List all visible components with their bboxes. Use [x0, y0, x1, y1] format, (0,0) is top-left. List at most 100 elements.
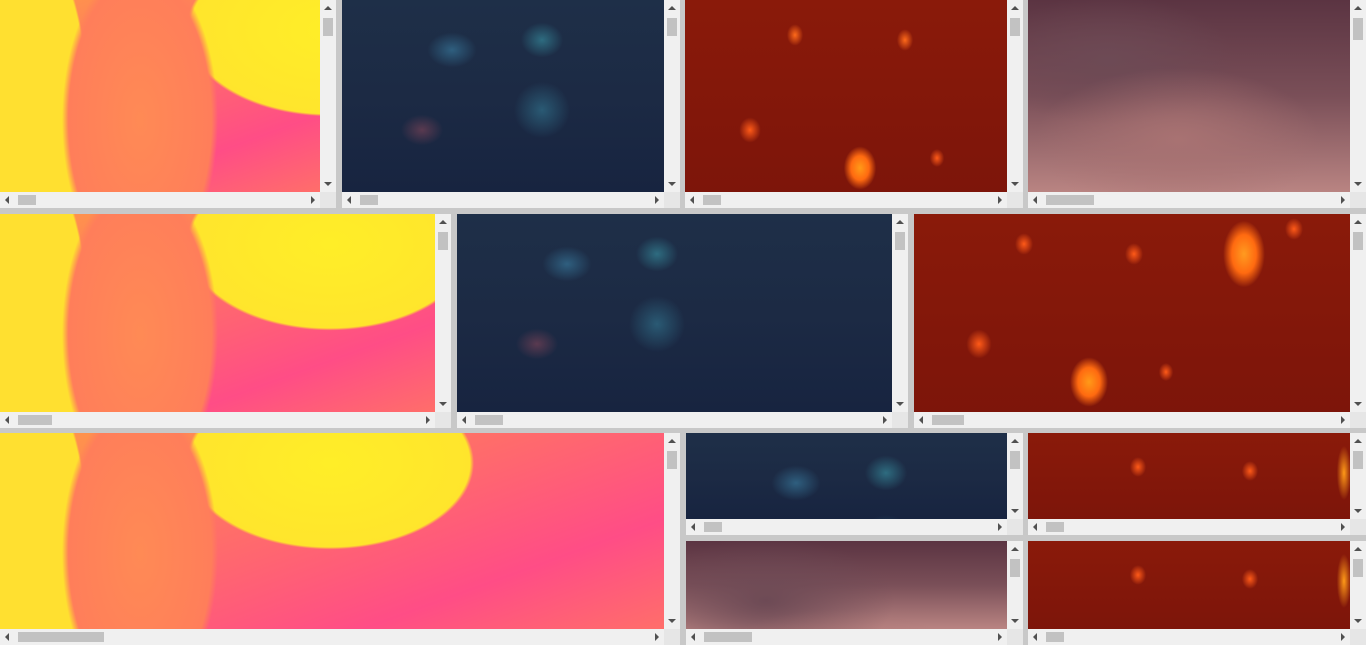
arrow-up-icon[interactable] [1354, 220, 1362, 224]
arrow-up-icon[interactable] [324, 6, 332, 10]
horizontal-scroll-thumb[interactable] [704, 632, 752, 642]
vertical-scrollbar[interactable] [892, 214, 908, 412]
horizontal-scrollbar[interactable] [0, 412, 435, 428]
arrow-right-icon[interactable] [1341, 416, 1345, 424]
arrow-up-icon[interactable] [1011, 6, 1019, 10]
arrow-down-icon[interactable] [668, 182, 676, 186]
image-canvas[interactable] [685, 0, 1007, 192]
arrow-left-icon[interactable] [1033, 196, 1037, 204]
horizontal-scrollbar[interactable] [457, 412, 892, 428]
arrow-left-icon[interactable] [5, 196, 9, 204]
arrow-left-icon[interactable] [1033, 633, 1037, 641]
arrow-down-icon[interactable] [1011, 182, 1019, 186]
horizontal-scroll-thumb[interactable] [475, 415, 503, 425]
arrow-down-icon[interactable] [1011, 509, 1019, 513]
vertical-scroll-thumb[interactable] [1353, 18, 1363, 40]
image-canvas[interactable] [1028, 433, 1350, 519]
image-canvas[interactable] [686, 433, 1007, 519]
image-canvas[interactable] [1028, 0, 1350, 192]
arrow-right-icon[interactable] [311, 196, 315, 204]
image-canvas[interactable] [0, 0, 320, 192]
arrow-down-icon[interactable] [1354, 402, 1362, 406]
arrow-right-icon[interactable] [1341, 523, 1345, 531]
horizontal-scroll-thumb[interactable] [704, 522, 722, 532]
horizontal-scrollbar[interactable] [1028, 519, 1350, 535]
vertical-scroll-thumb[interactable] [438, 232, 448, 250]
arrow-left-icon[interactable] [347, 196, 351, 204]
horizontal-scroll-thumb[interactable] [703, 195, 721, 205]
arrow-down-icon[interactable] [1354, 509, 1362, 513]
arrow-right-icon[interactable] [655, 196, 659, 204]
vertical-scroll-thumb[interactable] [895, 232, 905, 250]
arrow-up-icon[interactable] [1354, 439, 1362, 443]
image-canvas[interactable] [342, 0, 664, 192]
image-canvas[interactable] [0, 433, 664, 629]
vertical-scrollbar[interactable] [1350, 433, 1366, 519]
arrow-right-icon[interactable] [1341, 633, 1345, 641]
arrow-down-icon[interactable] [668, 619, 676, 623]
image-canvas[interactable] [914, 214, 1350, 412]
arrow-left-icon[interactable] [5, 633, 9, 641]
vertical-scrollbar[interactable] [664, 433, 680, 629]
arrow-right-icon[interactable] [1341, 196, 1345, 204]
vertical-scroll-thumb[interactable] [1010, 559, 1020, 577]
arrow-up-icon[interactable] [1354, 6, 1362, 10]
viewport-r3c2[interactable] [686, 433, 1023, 535]
vertical-scroll-thumb[interactable] [1353, 451, 1363, 469]
vertical-scrollbar[interactable] [1350, 541, 1366, 629]
horizontal-scroll-thumb[interactable] [1046, 632, 1064, 642]
horizontal-scrollbar[interactable] [1028, 629, 1350, 645]
arrow-left-icon[interactable] [1033, 523, 1037, 531]
vertical-scroll-thumb[interactable] [323, 18, 333, 36]
viewport-r1c2[interactable] [342, 0, 680, 208]
arrow-up-icon[interactable] [896, 220, 904, 224]
vertical-scrollbar[interactable] [1007, 433, 1023, 519]
arrow-right-icon[interactable] [883, 416, 887, 424]
arrow-left-icon[interactable] [462, 416, 466, 424]
horizontal-scrollbar[interactable] [686, 519, 1007, 535]
viewport-r3c3[interactable] [1028, 433, 1366, 535]
vertical-scrollbar[interactable] [1007, 0, 1023, 192]
arrow-down-icon[interactable] [1011, 619, 1019, 623]
arrow-right-icon[interactable] [998, 196, 1002, 204]
viewport-r2c2[interactable] [457, 214, 908, 428]
viewport-r1c1[interactable] [0, 0, 336, 208]
arrow-right-icon[interactable] [655, 633, 659, 641]
vertical-scrollbar[interactable] [1350, 214, 1366, 412]
arrow-down-icon[interactable] [896, 402, 904, 406]
viewport-r2c3[interactable] [914, 214, 1366, 428]
vertical-scroll-thumb[interactable] [1010, 18, 1020, 36]
vertical-scrollbar[interactable] [435, 214, 451, 412]
horizontal-scroll-thumb[interactable] [360, 195, 378, 205]
vertical-scroll-thumb[interactable] [1353, 559, 1363, 577]
image-canvas[interactable] [1028, 541, 1350, 629]
horizontal-scrollbar[interactable] [0, 192, 320, 208]
arrow-right-icon[interactable] [998, 523, 1002, 531]
viewport-r2c1[interactable] [0, 214, 451, 428]
vertical-scroll-thumb[interactable] [1010, 451, 1020, 469]
horizontal-scrollbar[interactable] [685, 192, 1007, 208]
arrow-up-icon[interactable] [668, 439, 676, 443]
arrow-up-icon[interactable] [1011, 547, 1019, 551]
viewport-r3c1[interactable] [0, 433, 680, 645]
horizontal-scrollbar[interactable] [686, 629, 1007, 645]
arrow-down-icon[interactable] [1354, 619, 1362, 623]
arrow-right-icon[interactable] [998, 633, 1002, 641]
vertical-scrollbar[interactable] [320, 0, 336, 192]
arrow-left-icon[interactable] [691, 523, 695, 531]
arrow-left-icon[interactable] [691, 633, 695, 641]
horizontal-scroll-thumb[interactable] [18, 632, 104, 642]
horizontal-scrollbar[interactable] [0, 629, 664, 645]
viewport-r4c2[interactable] [686, 541, 1023, 645]
image-canvas[interactable] [457, 214, 892, 412]
vertical-scrollbar[interactable] [1350, 0, 1366, 192]
arrow-right-icon[interactable] [426, 416, 430, 424]
arrow-up-icon[interactable] [1011, 439, 1019, 443]
vertical-scroll-thumb[interactable] [1353, 232, 1363, 250]
image-canvas[interactable] [0, 214, 435, 412]
viewport-r1c4[interactable] [1028, 0, 1366, 208]
horizontal-scrollbar[interactable] [342, 192, 664, 208]
viewport-r1c3[interactable] [685, 0, 1023, 208]
viewport-r4c3[interactable] [1028, 541, 1366, 645]
arrow-left-icon[interactable] [919, 416, 923, 424]
